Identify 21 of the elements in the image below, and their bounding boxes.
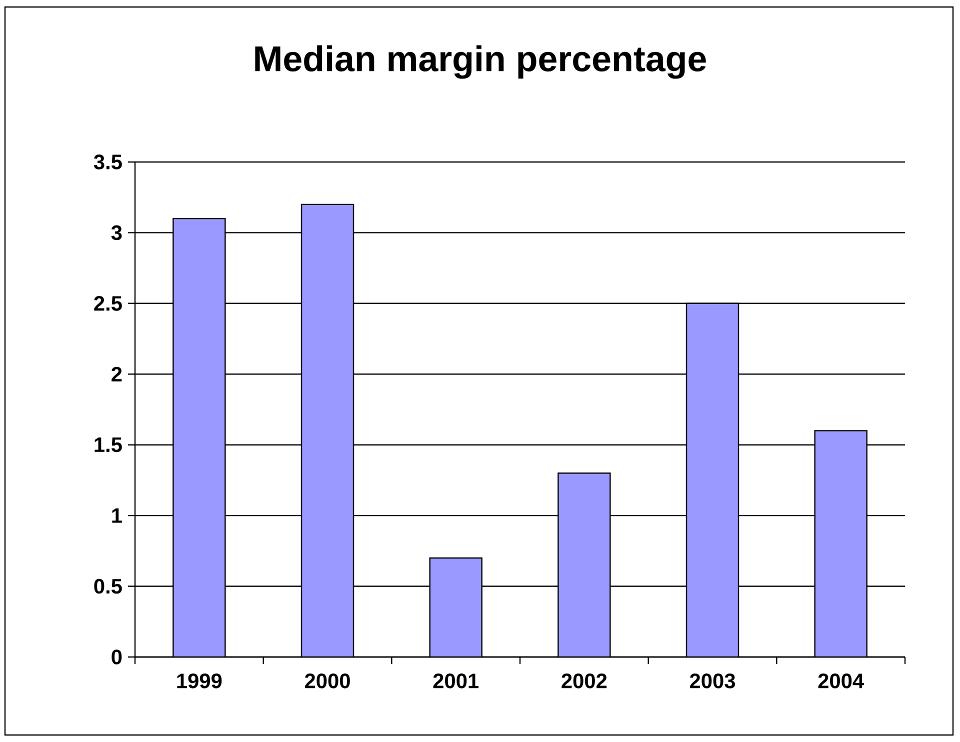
y-tick-label: 0 (112, 650, 122, 664)
y-tick-label: 2 (112, 366, 122, 382)
bar (429, 557, 482, 657)
y-tick-label: 2.5 (94, 296, 122, 311)
bar (558, 472, 611, 657)
x-tick-label: 2001 (433, 674, 479, 688)
y-tick-label: 1 (112, 508, 122, 523)
x-tick-label: 2002 (562, 674, 607, 688)
bar (300, 204, 354, 657)
bar (814, 430, 868, 657)
x-tick-label: 1999 (177, 674, 222, 688)
bar (172, 218, 226, 657)
y-tick-label: 3 (111, 225, 122, 240)
x-tick-label: 2000 (304, 674, 350, 688)
x-tick-label: 2003 (690, 674, 736, 688)
y-tick-label: 1.5 (94, 438, 122, 452)
x-tick-label: 2004 (818, 674, 864, 688)
chart-title: Median margin percentage (255, 45, 706, 79)
bar (686, 302, 740, 657)
y-tick-label: 0.5 (94, 578, 122, 594)
y-tick-label: 3.5 (94, 154, 122, 170)
